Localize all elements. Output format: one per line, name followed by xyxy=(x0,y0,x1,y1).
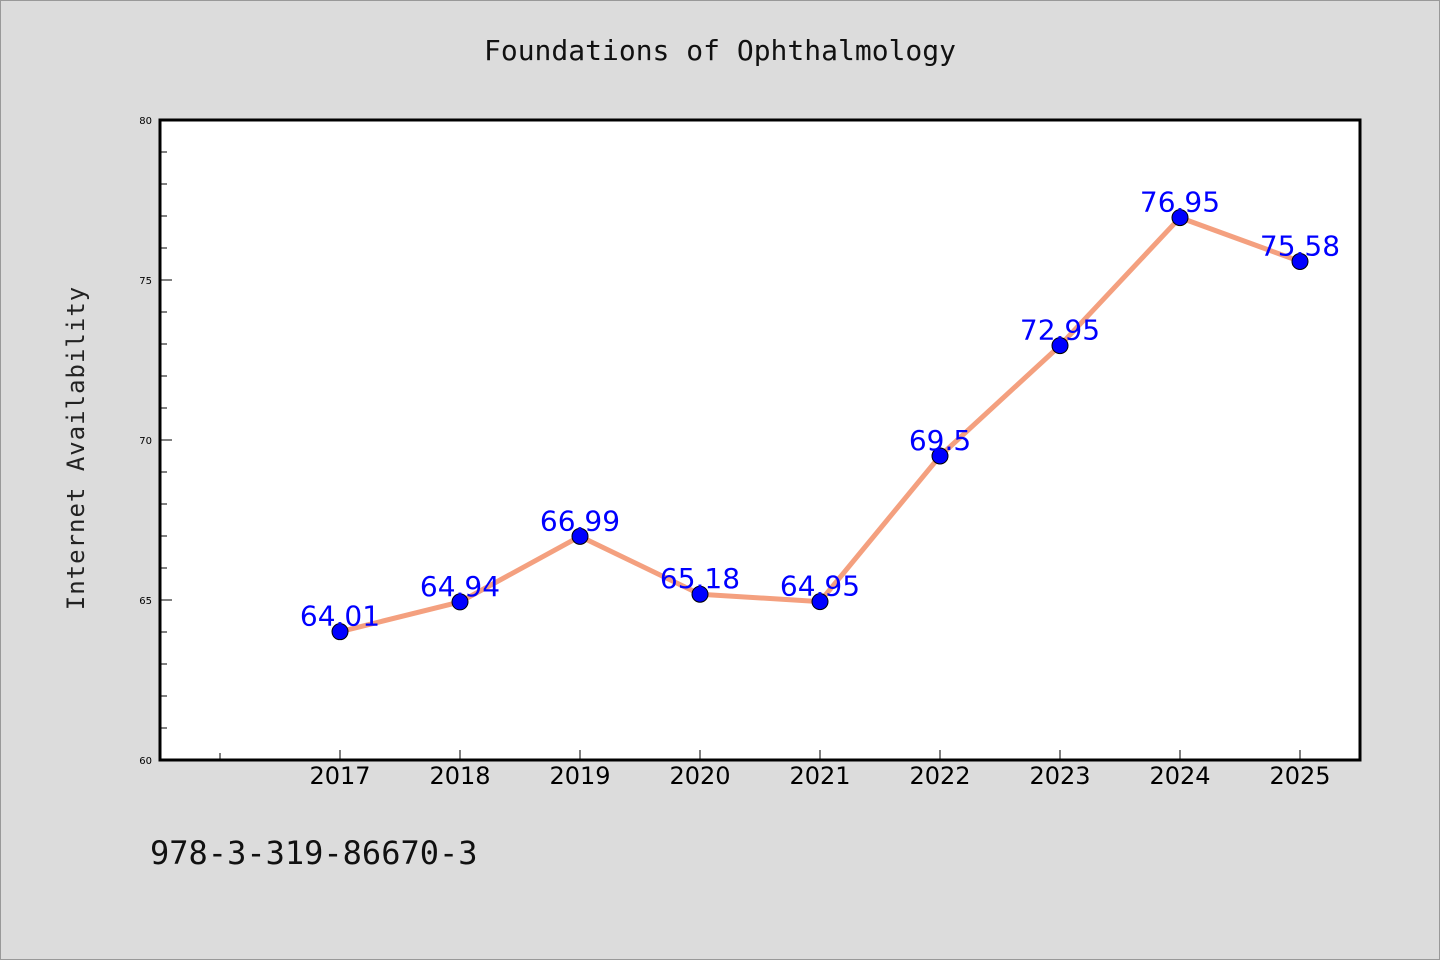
data-label: 69.5 xyxy=(909,424,971,457)
y-tick-label: 80 xyxy=(139,116,152,127)
data-label: 66.99 xyxy=(540,504,620,537)
plot-area xyxy=(158,118,1362,762)
chart-title: Foundations of Ophthalmology xyxy=(483,34,956,67)
y-axis-ticks: 60 65 70 75 80 xyxy=(139,116,172,767)
data-point xyxy=(931,447,949,465)
data-label: 65.18 xyxy=(660,562,740,595)
data-point xyxy=(571,527,589,545)
x-tick-label: 2020 xyxy=(669,762,730,790)
data-label: 64.94 xyxy=(420,570,500,603)
x-tick-label: 2017 xyxy=(309,762,370,790)
data-point xyxy=(691,585,709,603)
x-tick-label: 2021 xyxy=(789,762,850,790)
x-tick-label: 2022 xyxy=(909,762,970,790)
data-label: 64.95 xyxy=(780,570,860,603)
y-tick-label: 75 xyxy=(139,276,152,287)
y-tick-label: 60 xyxy=(139,756,152,767)
data-label-group: 64.01 64.94 66.99 65.18 64.95 69.5 72.95 76.95 7… xyxy=(300,186,1340,633)
y-tick-label: 70 xyxy=(139,436,152,447)
isbn-text: 978-3-319-86670-3 xyxy=(150,834,478,872)
y-tick-label: 65 xyxy=(139,596,152,607)
x-tick-label: 2024 xyxy=(1149,762,1210,790)
data-point xyxy=(811,593,829,611)
data-label: 76.95 xyxy=(1140,186,1220,219)
series-line-group xyxy=(331,209,1309,641)
data-label: 75.58 xyxy=(1260,229,1340,262)
data-label: 72.95 xyxy=(1020,314,1100,347)
x-tick-label: 2019 xyxy=(549,762,610,790)
data-point xyxy=(451,593,469,611)
data-point xyxy=(1051,337,1069,355)
x-tick-label: 2025 xyxy=(1269,762,1330,790)
data-point xyxy=(1291,252,1309,270)
x-tick-label: 2023 xyxy=(1029,762,1090,790)
data-point xyxy=(1171,209,1189,227)
x-tick-label: 2018 xyxy=(429,762,490,790)
x-axis-ticks: 2017 2018 2019 2020 2021 2022 2023 2024 2025 xyxy=(219,750,1331,790)
data-label: 64.01 xyxy=(300,600,380,633)
data-point xyxy=(331,623,349,641)
